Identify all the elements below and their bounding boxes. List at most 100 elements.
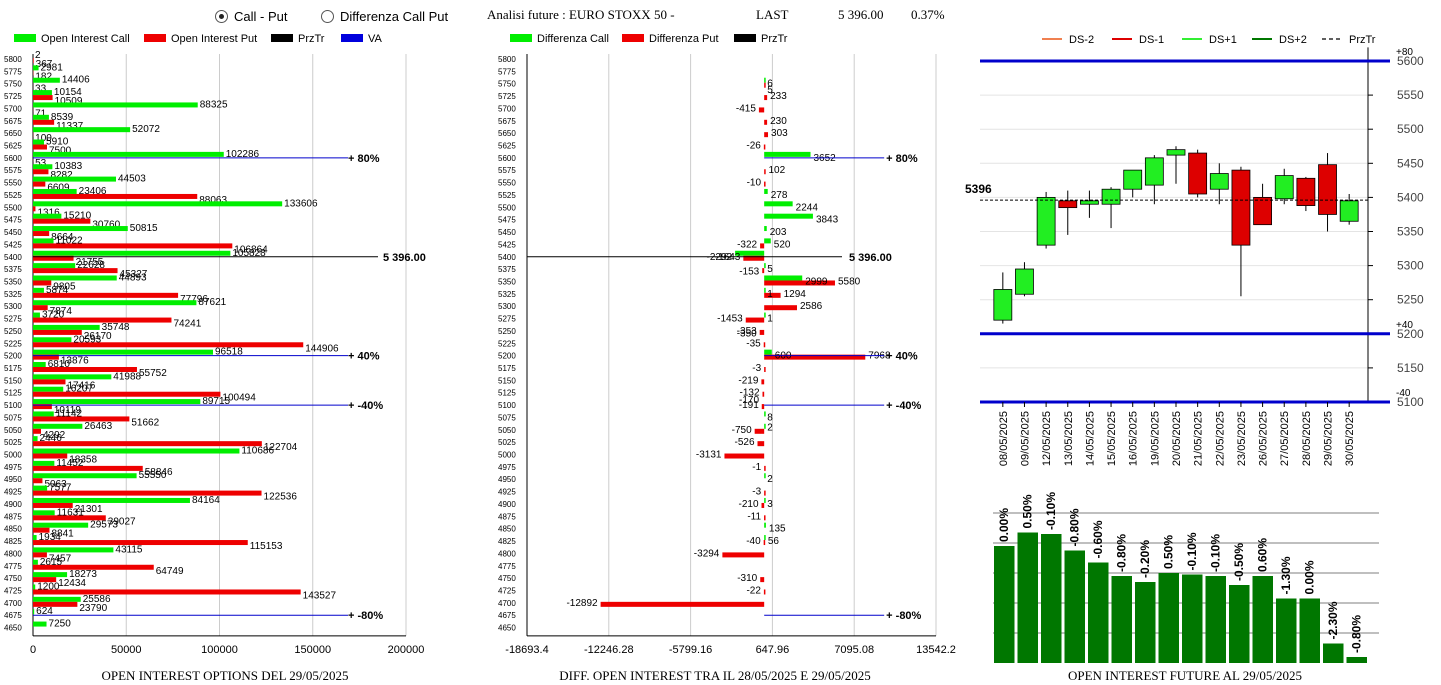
left-call-bar: [33, 522, 89, 528]
mid-strike-label: 5075: [498, 413, 516, 422]
mid-put-bar: [722, 552, 765, 558]
future-bar-label: -0.80%: [1067, 508, 1081, 546]
left-call-value: 11452: [56, 458, 84, 469]
left-put-bar: [33, 404, 52, 410]
left-call-bar: [33, 213, 62, 219]
mid-call-bar: [764, 151, 811, 157]
mid-strike-label: 4975: [498, 463, 516, 472]
mid-value-label: 8: [767, 412, 773, 423]
mid-value-label: 102: [768, 165, 785, 176]
right-xtick: 28/05/2025: [1301, 411, 1313, 466]
left-call-bar: [33, 596, 81, 602]
mid-value-label: -153: [739, 267, 759, 278]
mid-strike-label: 5775: [498, 67, 516, 76]
left-put-value: 115153: [250, 541, 283, 552]
right-xtick: 13/05/2025: [1063, 411, 1075, 466]
left-put-value: 39027: [108, 516, 136, 527]
mid-value-label: -3294: [694, 548, 720, 559]
mid-strike-label: 5050: [498, 426, 516, 435]
legend-mid-label: Differenza Call: [537, 33, 609, 45]
mid-value-label: 1: [767, 289, 773, 300]
left-call-value: 7250: [49, 619, 72, 630]
left-strike-label: 5225: [4, 339, 22, 348]
left-call-bar: [33, 238, 54, 244]
left-strike-label: 5300: [4, 302, 22, 311]
mid-value-label: 1294: [784, 289, 807, 300]
left-strike-label: 4900: [4, 500, 22, 509]
radio-call-put[interactable]: Call - Put: [215, 9, 287, 24]
future-bar: [1017, 532, 1038, 663]
mid-strike-label: 5100: [498, 401, 516, 410]
mid-call-bar: [764, 263, 766, 269]
mid-put-bar: [764, 465, 766, 471]
left-call-bar: [33, 584, 36, 590]
left-strike-label: 5125: [4, 389, 22, 398]
mid-strike-label: 5425: [498, 240, 516, 249]
left-put-value: 30760: [92, 220, 120, 231]
mid-put-bar: [763, 540, 766, 546]
mid-put-bar: [764, 515, 766, 521]
last-label: LAST: [756, 7, 789, 22]
left-strike-label: 5625: [4, 142, 22, 151]
left-strike-label: 4725: [4, 586, 22, 595]
mid-value-label: 278: [771, 190, 788, 201]
mid-value-label: -210: [738, 499, 758, 510]
left-call-value: 96518: [215, 347, 243, 358]
mid-strike-label: 5375: [498, 265, 516, 274]
left-put-value: 21755: [76, 257, 104, 268]
mid-level-label: + -40%: [886, 400, 921, 412]
mid-value-label: 203: [770, 227, 787, 238]
right-xtick: 20/05/2025: [1171, 411, 1183, 466]
mid-strike-label: 4850: [498, 525, 516, 534]
right-xtick: 22/05/2025: [1214, 411, 1226, 466]
future-bar: [1088, 562, 1109, 663]
left-call-bar: [33, 448, 240, 454]
left-call-bar: [33, 263, 76, 269]
legend-left-swatch: [14, 34, 36, 42]
left-call-bar: [33, 559, 38, 565]
mid-strike-label: 5450: [498, 228, 516, 237]
left-strike-label: 5425: [4, 240, 22, 249]
right-xtick: 09/05/2025: [1019, 411, 1031, 466]
legend-right-label: DS+1: [1209, 34, 1237, 46]
left-put-value: 10509: [55, 96, 83, 107]
mid-strike-label: 4950: [498, 475, 516, 484]
mid-xtick: 13542.2: [916, 644, 956, 656]
right-ytick: 5400: [1397, 190, 1424, 204]
mid-call-bar: [764, 497, 766, 503]
left-put-bar: [33, 169, 49, 175]
future-bar: [1041, 534, 1062, 663]
mid-strike-label: 4725: [498, 586, 516, 595]
left-strike-label: 5275: [4, 315, 22, 324]
mid-strike-label: 4800: [498, 549, 516, 558]
mid-call-bar: [764, 473, 766, 479]
mid-put-bar: [754, 428, 765, 434]
mid-strike-label: 4675: [498, 611, 516, 620]
mid-xtick: 7095.08: [834, 644, 874, 656]
mid-value-label: -12892: [566, 598, 598, 609]
left-put-value: 122704: [264, 442, 298, 453]
candle-body: [1274, 175, 1294, 200]
left-call-bar: [33, 250, 231, 256]
left-call-bar: [33, 337, 72, 343]
right-ytick: 5300: [1397, 259, 1424, 273]
left-call-value: 2615: [40, 557, 63, 568]
left-put-bar: [33, 490, 262, 496]
mid-value-label: -322: [737, 239, 757, 250]
left-put-value: 7500: [49, 146, 72, 157]
left-strike-label: 5200: [4, 352, 22, 361]
candle-body: [1253, 196, 1272, 226]
future-bar-label: -0.60%: [1091, 520, 1105, 558]
left-call-bar: [33, 349, 214, 355]
mid-value-label: -1: [752, 462, 761, 473]
left-strike-label: 4675: [4, 611, 22, 620]
left-call-value: 5910: [46, 137, 69, 148]
legend-left-label: Open Interest Put: [171, 33, 257, 45]
radio-differenza[interactable]: Differenza Call Put: [321, 9, 448, 24]
candle-body: [1231, 169, 1251, 246]
mid-call-bar: [764, 423, 766, 429]
mid-value-label: -3: [752, 487, 761, 498]
left-put-bar: [33, 540, 248, 546]
future-bar: [1299, 598, 1320, 663]
left-put-value: 8282: [50, 170, 73, 181]
